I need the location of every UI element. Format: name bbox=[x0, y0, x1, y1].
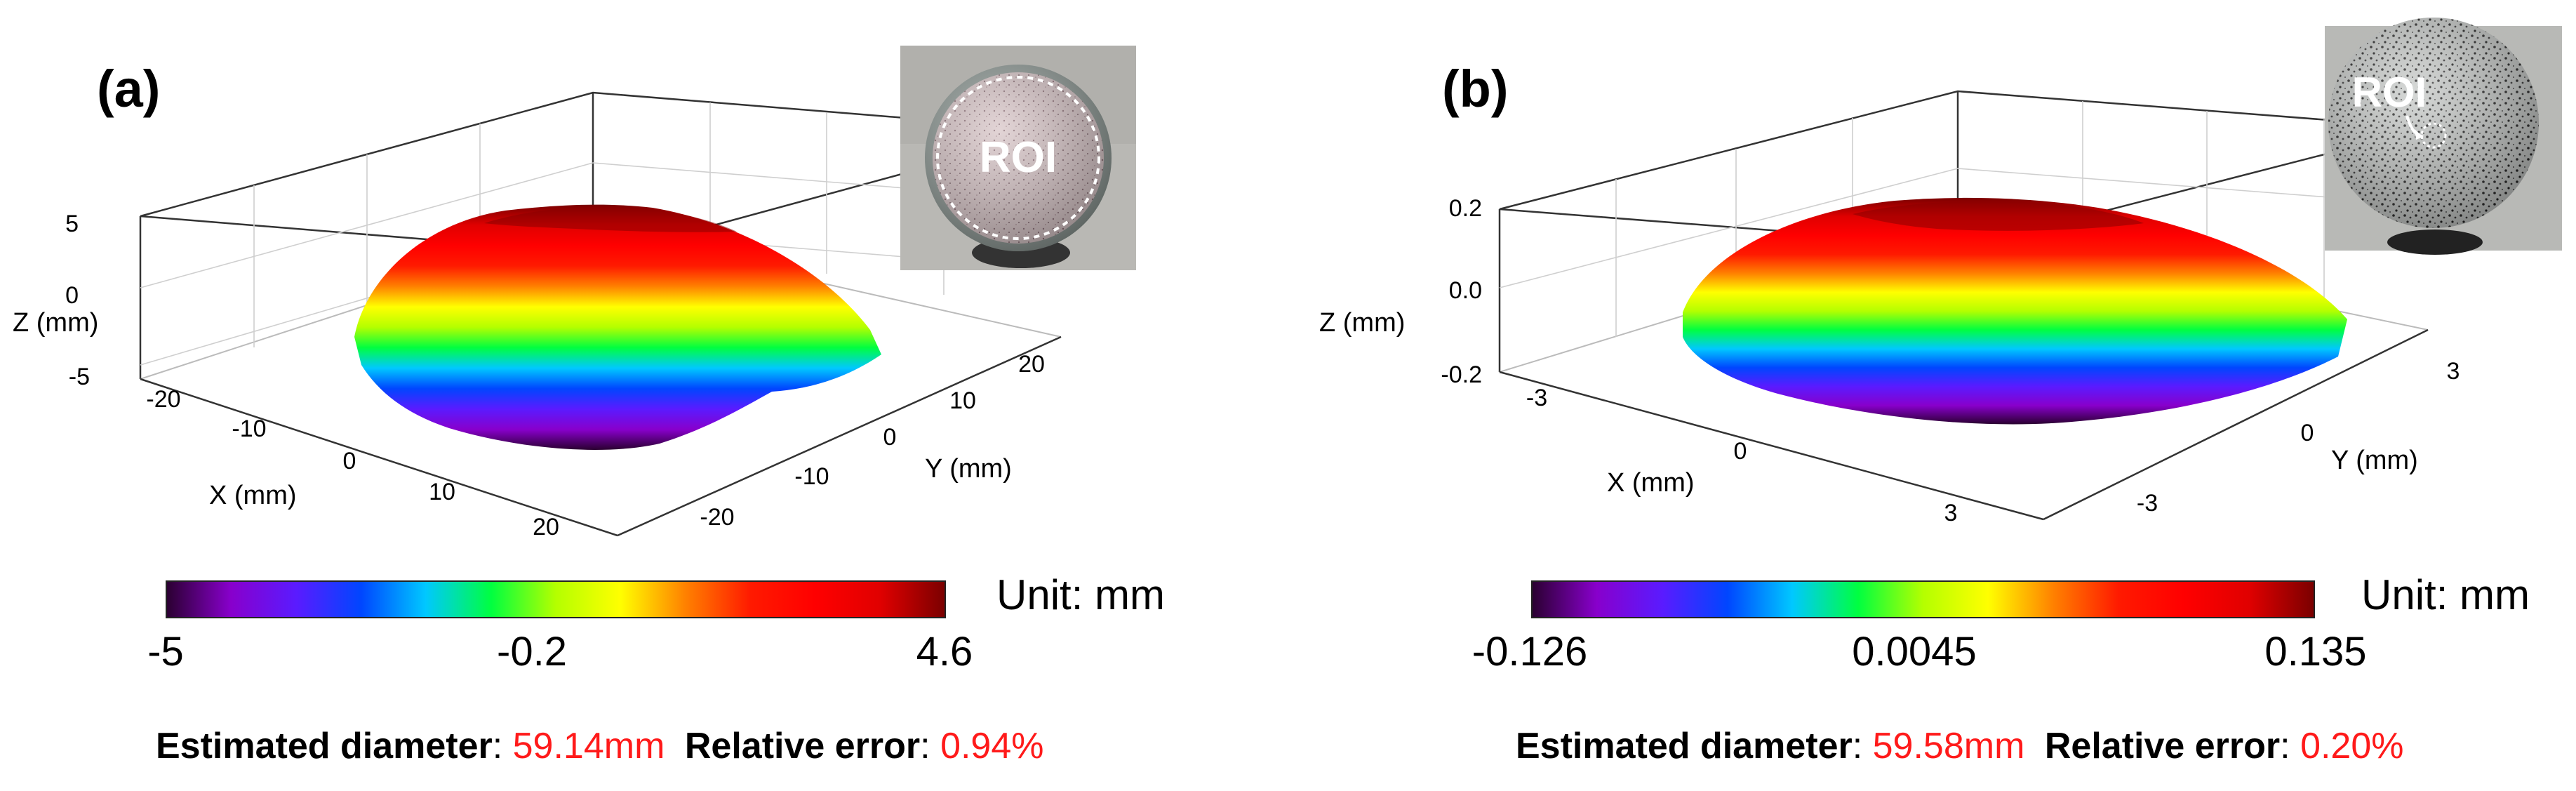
y-axis-label-b: Y (mm) bbox=[2331, 446, 2418, 475]
roi-label-a: ROI bbox=[980, 133, 1057, 182]
inset-photo-a: ROI bbox=[900, 46, 1136, 270]
y-tick: 0 bbox=[2301, 420, 2314, 446]
z-tick: 5 bbox=[65, 211, 79, 237]
diameter-value-a: 59.14mm bbox=[513, 726, 665, 766]
x-tick: 0 bbox=[343, 448, 356, 474]
x-tick: 10 bbox=[429, 479, 455, 505]
colorbar-tick: 0.0045 bbox=[1852, 629, 1976, 674]
surface-a bbox=[354, 204, 881, 450]
error-value-b: 0.20% bbox=[2300, 726, 2403, 766]
colorbar-tick: -5 bbox=[147, 629, 184, 674]
result-line-a: Estimated diameter: 59.14mm Relative err… bbox=[156, 726, 1044, 766]
x-ticks-a: -20 -10 0 10 20 bbox=[146, 386, 559, 540]
x-tick: -20 bbox=[146, 386, 180, 413]
x-tick: -3 bbox=[1526, 385, 1547, 411]
colorbar-unit-a: Unit: mm bbox=[996, 571, 1165, 618]
error-value-a: 0.94% bbox=[940, 726, 1043, 766]
error-label-b: Relative error bbox=[2045, 726, 2280, 766]
z-ticks-a: 5 0 -5 bbox=[65, 211, 90, 390]
diameter-label-a: Estimated diameter bbox=[156, 726, 493, 766]
panel-a: (a) 5 bbox=[13, 46, 1165, 766]
y-tick: 3 bbox=[2447, 358, 2460, 385]
roi-label-b: ROI bbox=[2352, 69, 2427, 116]
y-tick: 10 bbox=[949, 387, 976, 414]
colorbar-tick: -0.2 bbox=[497, 629, 567, 674]
panel-b: (b) 0.2 0.0 -0.2 bbox=[1319, 18, 2562, 766]
colorbar-b: Unit: mm -0.126 0.0045 0.135 bbox=[1472, 571, 2530, 674]
error-label-a: Relative error bbox=[685, 726, 920, 766]
y-tick: -10 bbox=[794, 463, 829, 490]
x-axis-label-b: X (mm) bbox=[1607, 468, 1695, 498]
colorbar-tick: 0.135 bbox=[2264, 629, 2366, 674]
x-ticks-b: -3 0 3 bbox=[1526, 385, 1958, 526]
y-tick: -20 bbox=[700, 504, 734, 531]
z-tick: -0.2 bbox=[1441, 361, 1482, 388]
y-tick: 20 bbox=[1018, 351, 1045, 378]
x-tick: 3 bbox=[1944, 500, 1958, 526]
colorbar-tick: 4.6 bbox=[916, 629, 973, 674]
colorbar-unit-b: Unit: mm bbox=[2361, 571, 2530, 618]
colorbar-a: Unit: mm -5 -0.2 4.6 bbox=[147, 571, 1165, 674]
colon: : bbox=[1853, 726, 1862, 766]
z-tick: 0 bbox=[65, 282, 79, 309]
z-axis-label-a: Z (mm) bbox=[13, 308, 98, 338]
panel-label-b: (b) bbox=[1442, 60, 1509, 118]
diameter-value-b: 59.58mm bbox=[1873, 726, 2025, 766]
surface-b bbox=[1683, 197, 2347, 425]
colon: : bbox=[493, 726, 502, 766]
inset-photo-b: ROI bbox=[2325, 18, 2562, 255]
y-axis-label-a: Y (mm) bbox=[925, 454, 1012, 484]
z-tick: 0.0 bbox=[1449, 277, 1482, 304]
z-tick: 0.2 bbox=[1449, 195, 1482, 222]
y-tick: 0 bbox=[883, 424, 897, 451]
y-ticks-a: -20 -10 0 10 20 bbox=[700, 351, 1044, 531]
x-tick: -10 bbox=[232, 416, 266, 442]
z-axis-label-b: Z (mm) bbox=[1319, 308, 1405, 338]
y-tick: -3 bbox=[2137, 490, 2158, 517]
result-line-b: Estimated diameter: 59.58mm Relative err… bbox=[1516, 726, 2404, 766]
y-ticks-b: -3 0 3 bbox=[2137, 358, 2460, 517]
x-tick: 0 bbox=[1734, 438, 1747, 465]
colorbar-tick: -0.126 bbox=[1472, 629, 1587, 674]
diameter-label-b: Estimated diameter bbox=[1516, 726, 1853, 766]
x-tick: 20 bbox=[533, 514, 559, 540]
panel-label-a: (a) bbox=[97, 60, 160, 118]
colon: : bbox=[2280, 726, 2290, 766]
x-axis-label-a: X (mm) bbox=[209, 481, 297, 510]
z-ticks-b: 0.2 0.0 -0.2 bbox=[1441, 195, 1482, 388]
colon: : bbox=[920, 726, 930, 766]
z-tick: -5 bbox=[69, 364, 90, 390]
